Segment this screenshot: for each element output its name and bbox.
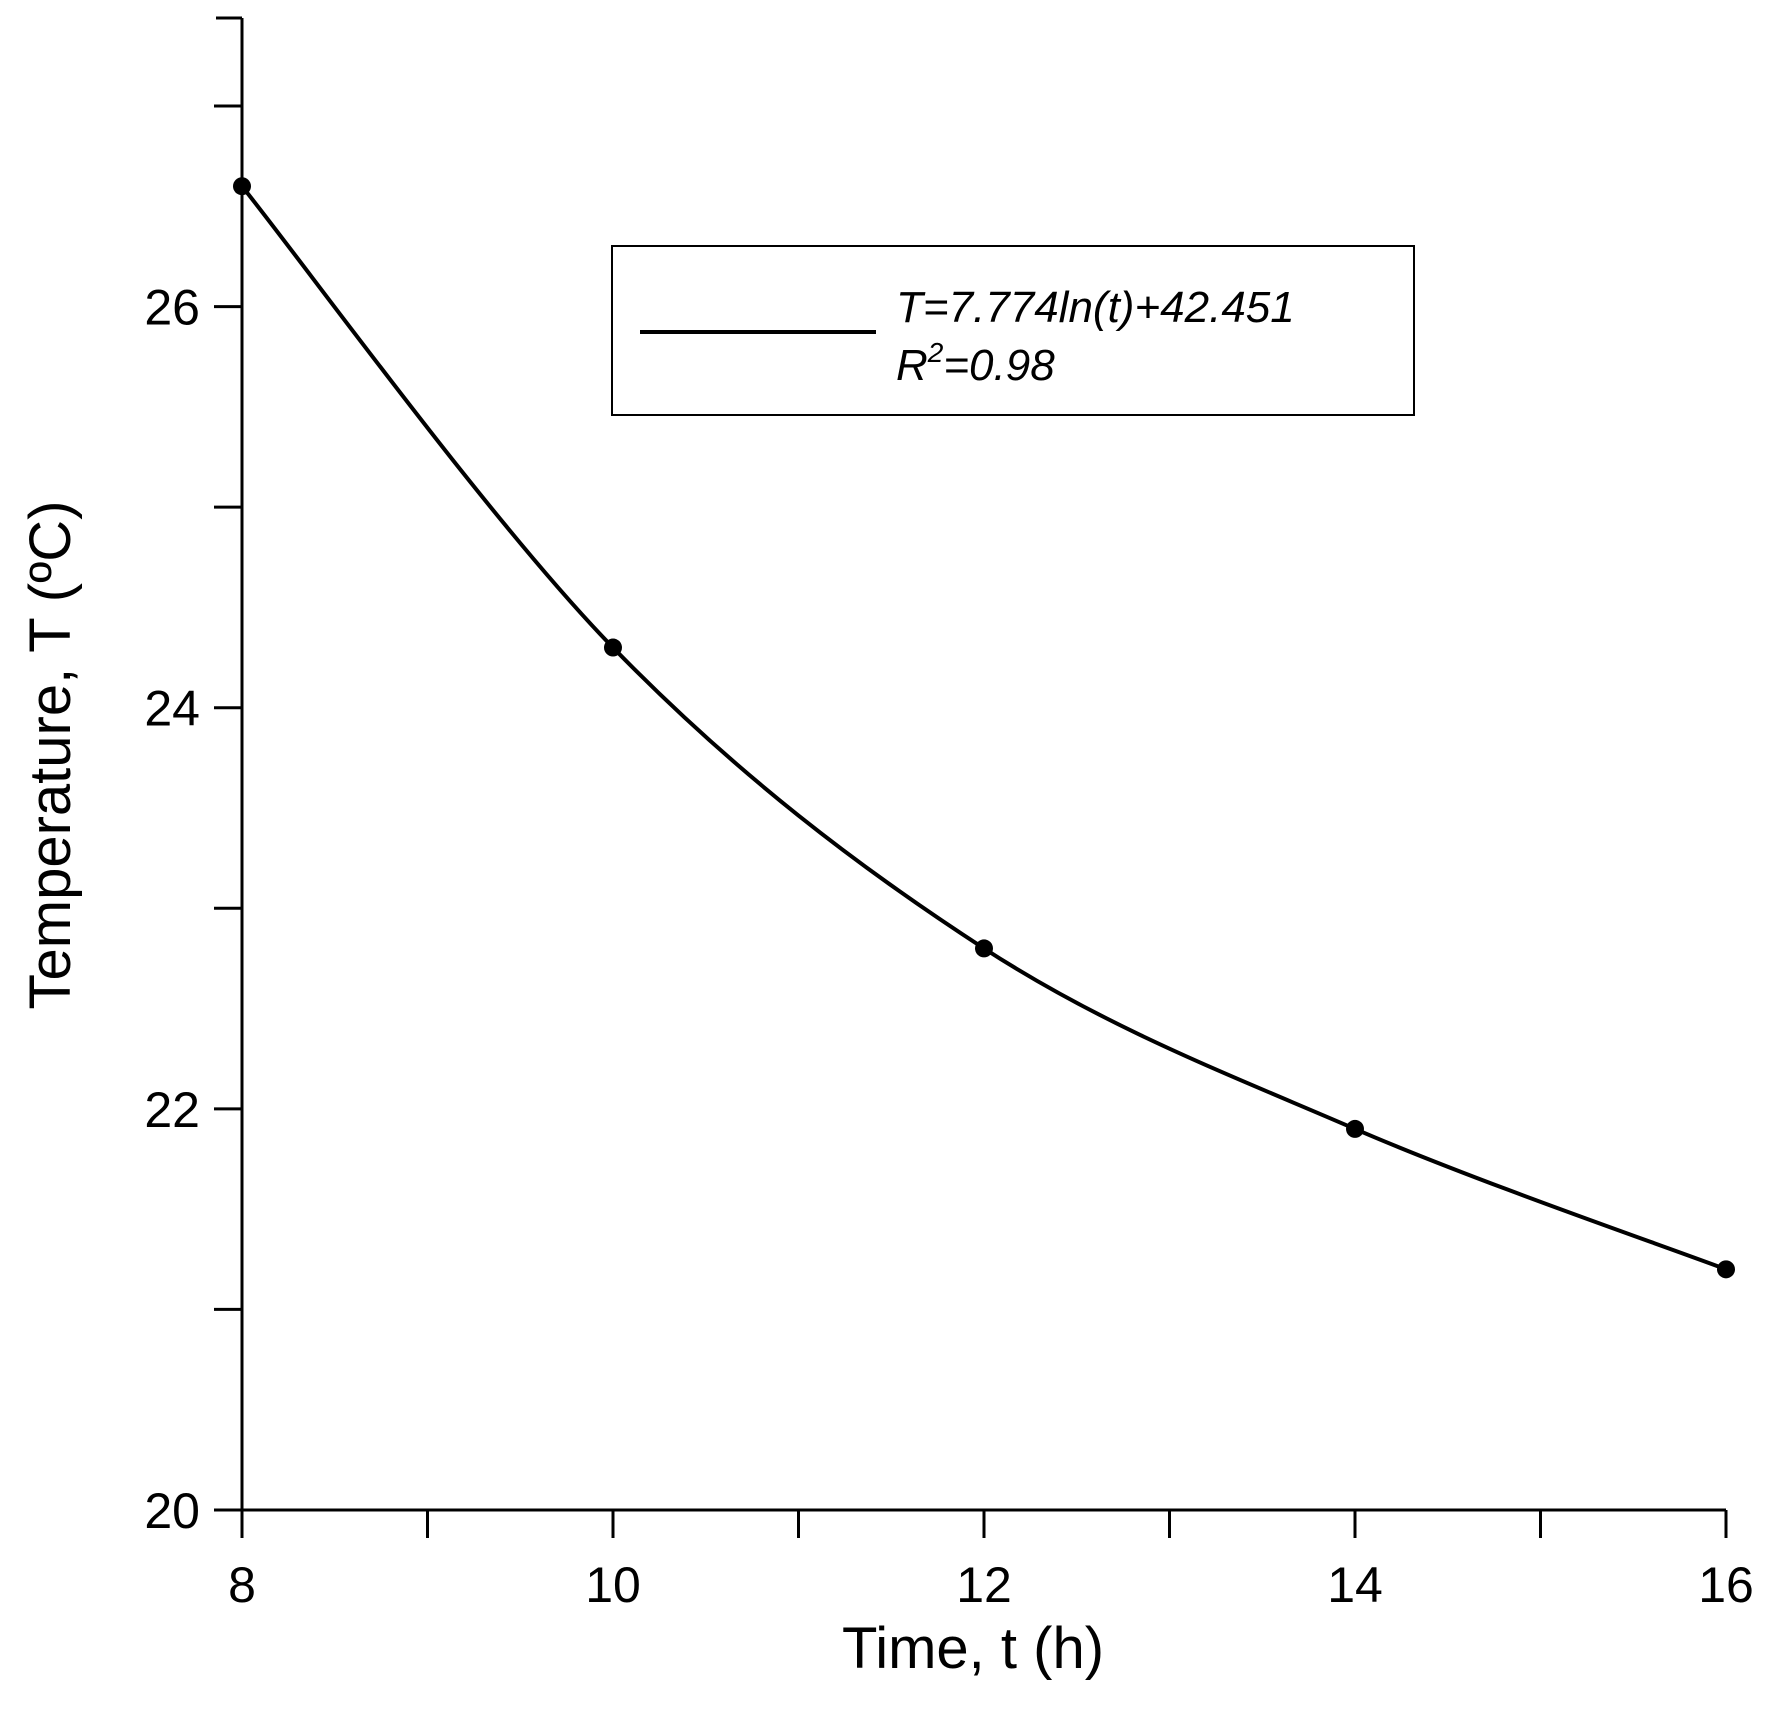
legend-r2-superscript: 2 — [927, 337, 944, 368]
data-point — [604, 638, 622, 657]
y-axis-title: Temperature, T (ºC) — [18, 501, 83, 1010]
legend-r-squared: R2=0.98 — [896, 337, 1055, 390]
y-tick-label: 20 — [144, 1483, 200, 1539]
legend: T=7.774ln(t)+42.451 R2=0.98 — [611, 245, 1415, 416]
y-tick-label: 22 — [144, 1082, 200, 1138]
series-line — [240, 184, 1727, 1272]
x-axis-title: Time, t (h) — [842, 1616, 1104, 1681]
legend-r2-value: =0.98 — [943, 341, 1055, 390]
x-tick-label: 10 — [585, 1557, 641, 1613]
data-point — [1717, 1260, 1735, 1279]
y-tick-label: 26 — [144, 280, 200, 336]
legend-equation: T=7.774ln(t)+42.451 — [896, 283, 1295, 332]
data-point — [233, 177, 251, 196]
legend-r2-prefix: R — [896, 341, 928, 390]
data-point — [1346, 1119, 1364, 1138]
x-tick-label: 8 — [228, 1557, 256, 1613]
x-tick-label: 14 — [1327, 1557, 1383, 1613]
axes-group: 8 10 12 14 16 20 22 24 26 — [144, 16, 1754, 1613]
data-point — [975, 939, 993, 958]
y-tick-label: 24 — [144, 681, 200, 737]
x-tick-label: 12 — [956, 1557, 1012, 1613]
series-group — [233, 177, 1735, 1279]
x-tick-label: 16 — [1698, 1557, 1754, 1613]
